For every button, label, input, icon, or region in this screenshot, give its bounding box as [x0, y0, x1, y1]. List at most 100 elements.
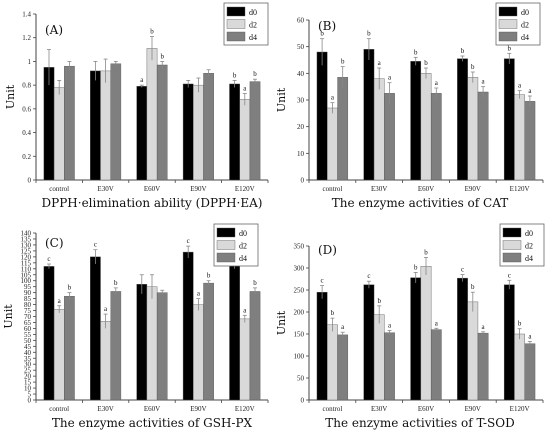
legend-label-d4: d4	[239, 254, 247, 263]
x-tick-label: control	[49, 405, 69, 413]
significance-label: b	[508, 44, 512, 52]
y-tick-label: 100	[21, 277, 32, 285]
x-tick-label: E120V	[235, 405, 255, 413]
y-tick-label: 95	[24, 283, 32, 291]
bar-d0	[503, 284, 515, 401]
bar-d0	[316, 51, 328, 181]
y-axis-title: Unit	[2, 304, 15, 329]
bar-d0	[363, 49, 375, 181]
y-tick-label: 140	[21, 230, 32, 238]
y-tick-label: 130	[21, 241, 32, 249]
bar-d4	[430, 329, 442, 401]
bar-d4	[249, 81, 261, 181]
significance-label: a	[104, 305, 108, 313]
panel-label: (B)	[318, 19, 336, 33]
x-tick-label: E120V	[510, 405, 530, 413]
bar-d2	[373, 78, 385, 181]
significance-label: c	[321, 277, 324, 285]
significance-label: b	[253, 70, 257, 78]
bar-d0	[136, 86, 148, 181]
y-tick-label: 110	[21, 265, 32, 273]
bar-d2	[239, 99, 251, 181]
bar-d4	[64, 296, 75, 401]
significance-label: a	[341, 323, 345, 331]
y-tick-label: 0	[28, 397, 32, 405]
significance-label: c	[47, 255, 50, 263]
y-tick-label: 50	[297, 375, 305, 383]
legend-label-d2: d2	[239, 242, 247, 251]
significance-label: c	[94, 241, 97, 249]
y-tick-label: 75	[24, 307, 32, 315]
significance-label: a	[243, 84, 247, 92]
bar-d0	[182, 83, 194, 181]
y-tick-label: 125	[21, 247, 32, 255]
significance-label: b	[424, 59, 428, 67]
bar-d0	[410, 61, 422, 181]
legend-swatch-d4	[502, 252, 522, 263]
x-tick-label: E60V	[144, 405, 160, 413]
significance-label: c	[508, 271, 511, 279]
significance-label: b	[461, 47, 465, 55]
y-tick-label: 50	[24, 337, 32, 345]
legend-label-d0: d0	[239, 229, 247, 238]
bar-d0	[90, 256, 101, 401]
bar-d4	[337, 77, 349, 181]
y-tick-label: 0.6	[22, 105, 31, 113]
bar-d2	[193, 304, 204, 401]
y-tick-label: 20	[297, 123, 305, 131]
y-tick-label: 10	[297, 150, 305, 158]
y-tick-label: 0	[301, 177, 305, 185]
bar-d2	[327, 324, 338, 401]
legend-label-d2: d2	[521, 21, 529, 30]
y-tick-label: 1.2	[22, 34, 31, 42]
bar-d2	[514, 94, 525, 181]
legend-swatch-d4	[226, 31, 246, 42]
significance-label: b	[233, 71, 237, 79]
legend-label-d4: d4	[525, 254, 533, 263]
x-tick-label: E60V	[144, 185, 160, 193]
y-tick-label: 50	[297, 43, 305, 51]
y-tick-label: 350	[294, 243, 305, 251]
y-tick-label: 0.2	[22, 153, 31, 161]
y-tick-label: 300	[294, 265, 305, 273]
legend-swatch-d0	[498, 6, 518, 17]
bar-d2	[467, 301, 479, 401]
y-tick-label: 5	[28, 391, 32, 399]
y-tick-label: 115	[21, 259, 32, 267]
y-tick-label: 135	[21, 235, 32, 243]
significance-label: b	[160, 52, 164, 60]
y-tick-label: 250	[294, 287, 305, 295]
bar-d2	[420, 266, 432, 401]
chart-caption: The enzyme activities of GSH-PX	[52, 416, 253, 430]
bar-d4	[110, 291, 122, 401]
x-tick-label: E30V	[97, 185, 113, 193]
bar-d2	[420, 73, 432, 181]
bar-d4	[249, 291, 261, 401]
x-tick-label: E120V	[235, 185, 255, 193]
y-tick-label: 60	[297, 17, 305, 25]
significance-label: a	[528, 87, 532, 95]
significance-label: b	[414, 48, 418, 56]
panel-label: (A)	[45, 23, 63, 37]
significance-label: b	[377, 297, 381, 305]
significance-label: b	[331, 309, 335, 317]
y-tick-label: 0	[301, 397, 305, 405]
bar-d0	[90, 70, 101, 181]
significance-label: a	[518, 82, 522, 90]
panel-label: (D)	[318, 243, 337, 257]
y-tick-label: 100	[294, 353, 305, 361]
legend-label-d4: d4	[249, 33, 257, 42]
bar-d0	[229, 83, 240, 181]
significance-label: c	[187, 237, 190, 245]
y-tick-label: 40	[297, 70, 305, 78]
bar-d4	[524, 101, 536, 181]
bar-d0	[457, 58, 468, 181]
x-tick-label: E90V	[190, 405, 206, 413]
significance-label: b	[207, 272, 211, 280]
significance-label: a	[331, 94, 335, 102]
y-tick-label: 0	[28, 177, 32, 185]
significance-label: b	[68, 284, 72, 292]
bar-d2	[467, 77, 479, 181]
y-tick-label: 20	[24, 373, 32, 381]
y-tick-label: 120	[21, 253, 32, 261]
